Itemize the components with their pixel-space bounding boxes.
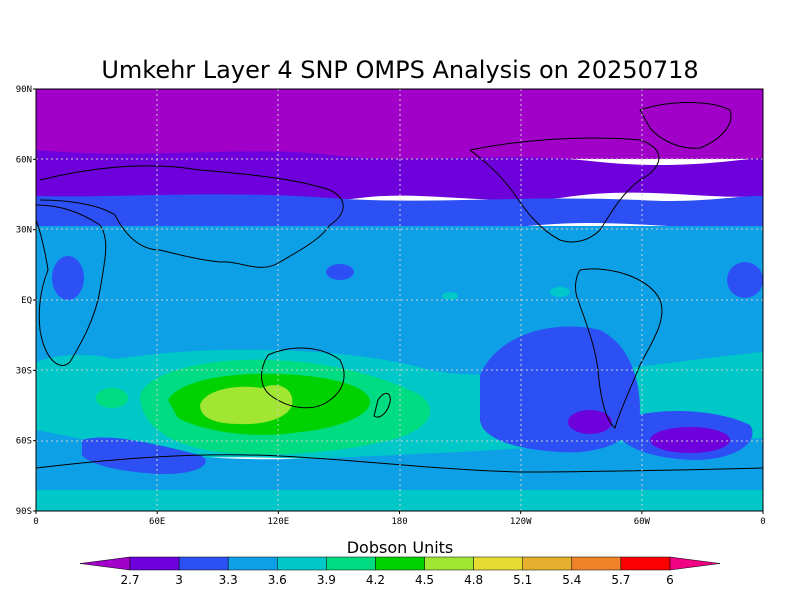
colorbar-level-label: 5.7 (611, 573, 630, 587)
colorbar-bin (277, 556, 327, 571)
colorbar-bin (522, 556, 573, 571)
lat-tick-label: 30S (16, 366, 32, 376)
lat-tick-label: 60N (16, 155, 32, 165)
region-indian-ocean-low (82, 437, 206, 475)
coastline-greenland (639, 102, 732, 149)
region-trop-5 (442, 292, 458, 300)
colorbar-bin (326, 556, 376, 571)
lat-tick-label: 90N (16, 85, 32, 95)
lon-axis: 0 60E 120E 180 120W 60W 0 (33, 511, 766, 527)
lon-tick-label: 0 (760, 517, 765, 527)
coastline-australia (261, 347, 345, 409)
lon-tick-label: 120W (510, 517, 532, 527)
region-small-1 (96, 388, 128, 408)
lat-axis: 90N 60N 30N EQ 30S 60S 90S (16, 85, 36, 517)
colorbar-level-label: 4.5 (415, 573, 434, 587)
lon-tick-label: 180 (391, 517, 407, 527)
lat-tick-label: EQ (21, 296, 32, 306)
lat-tick-label: 60S (16, 437, 32, 447)
coastline-new-zealand (373, 393, 391, 418)
colorbar-bin (424, 556, 474, 571)
region-min-2 (650, 427, 730, 453)
coastline-asia (39, 165, 344, 268)
colorbar-bin (375, 556, 425, 571)
colorbar-bin (571, 556, 622, 571)
colorbar-level-label: 5.4 (562, 573, 581, 587)
map-area (36, 89, 763, 511)
colorbar-level-label: 6 (666, 573, 674, 587)
colorbar-level-label: 2.7 (120, 573, 139, 587)
colorbar-bin (178, 556, 229, 571)
colorbar-under-arrow (79, 556, 131, 571)
region-trop-4 (550, 287, 570, 297)
graticule (36, 89, 763, 511)
colorbar: 2.7 3 3.3 3.6 3.9 4.2 4.5 4.8 5.1 5.4 5.7 6 (79, 556, 721, 587)
region-trop-3 (727, 262, 763, 298)
colorbar-level-label: 3.6 (268, 573, 287, 587)
coastline-south-america (575, 268, 663, 429)
colorbar-level-label: 5.1 (513, 573, 532, 587)
colorbar-level-label: 4.8 (464, 573, 483, 587)
lon-tick-label: 60E (149, 517, 165, 527)
colorbar-over-arrow (669, 556, 721, 571)
region-trop-2 (326, 264, 354, 280)
colorbar-bin (473, 556, 523, 571)
band-subpolar-north (36, 150, 763, 203)
colorbar-level-label: 3 (175, 573, 183, 587)
region-trop-1 (52, 256, 84, 300)
colorbar-bin (227, 556, 278, 571)
coastline-africa (36, 204, 107, 366)
coastline-north-america (469, 137, 660, 243)
map-title: Umkehr Layer 4 SNP OMPS Analysis on 2025… (101, 56, 698, 84)
colorbar-level-label: 4.2 (366, 573, 385, 587)
colorbar-bin (129, 556, 180, 571)
colorbar-level-label: 3.3 (219, 573, 238, 587)
lat-tick-label: 90S (16, 507, 32, 517)
colorbar-level-label: 3.9 (317, 573, 336, 587)
colorbar-bin (620, 556, 671, 571)
lon-tick-label: 0 (33, 517, 38, 527)
lat-tick-label: 30N (16, 226, 32, 236)
colorbar-title: Dobson Units (347, 538, 454, 557)
region-atlantic-band (36, 355, 130, 385)
band-midlat-north (36, 194, 763, 233)
region-min-1 (568, 410, 612, 434)
lon-tick-label: 120E (267, 517, 289, 527)
lon-tick-label: 60W (634, 517, 651, 527)
